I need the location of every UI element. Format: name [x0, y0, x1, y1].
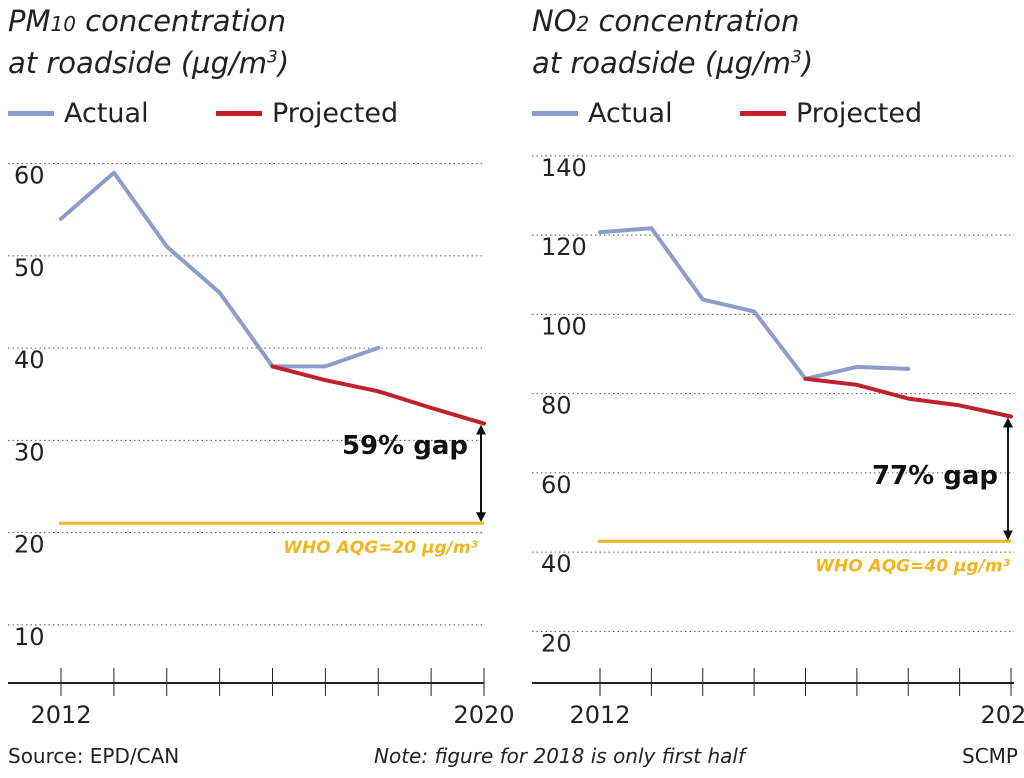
title-pm10-mid: concentration	[75, 4, 287, 38]
chart-title-pm10: PM10 concentration at roadside (µg/m3)	[8, 2, 289, 83]
legend-label-projected: Projected	[272, 97, 399, 129]
y-tick-label: 40	[541, 550, 572, 578]
legend-actual-pm10: Actual	[8, 95, 149, 131]
y-tick-label: 120	[541, 233, 587, 261]
title-no2-line2: at roadside (µg/m	[532, 46, 792, 80]
series-line-actual	[598, 226, 911, 381]
y-tick-label: 60	[541, 471, 572, 499]
legend-swatch-actual	[8, 110, 54, 116]
legend-swatch-actual	[532, 110, 578, 116]
footer-source: Source: EPD/CAN	[8, 744, 180, 768]
title-no2-sup: 3	[791, 47, 802, 68]
x-tick-label: 2012	[30, 701, 91, 729]
series-line-actual	[59, 170, 381, 369]
y-tick-label: 140	[541, 154, 587, 182]
footer-credit: SCMP	[962, 744, 1018, 768]
y-tick-label: 50	[14, 254, 45, 282]
title-pm10-pre: PM	[8, 4, 51, 38]
title-no2-post: )	[801, 46, 814, 80]
y-tick-label: 80	[541, 392, 572, 420]
who-guideline-label: WHO AQG=20 µg/m³	[283, 538, 478, 558]
legend-actual-no2: Actual	[532, 95, 673, 131]
chart-title-no2: NO2 concentration at roadside (µg/m3)	[532, 2, 813, 83]
title-pm10-sub: 10	[50, 12, 76, 36]
y-tick-label: 20	[541, 629, 572, 657]
y-tick-label: 30	[14, 438, 45, 466]
legend-label-projected: Projected	[796, 97, 923, 129]
legend-projected-pm10: Projected	[216, 95, 398, 131]
y-tick-label: 100	[541, 312, 587, 340]
gap-label: 77% gap	[872, 461, 998, 491]
legend-label-actual: Actual	[588, 97, 673, 129]
y-tick-label: 60	[14, 162, 45, 190]
title-pm10-sup: 3	[267, 47, 278, 68]
x-tick-label: 2012	[569, 701, 630, 729]
y-tick-label: 20	[14, 531, 45, 559]
x-tick-label: 2020	[453, 701, 514, 729]
who-guideline-label: WHO AQG=40 µg/m³	[815, 556, 1010, 576]
legend-swatch-projected	[216, 110, 262, 116]
chart-panel-pm10: 60 50 40 30 20 10 2012 2020 WHO AQG=20 µg/m³ 59% …	[8, 162, 515, 729]
chart-panel-no2: 140 120 100 80 60 40 20 2012 2020 WHO AQG=40 µg/m…	[532, 154, 1024, 729]
footer-note: Note: figure for 2018 is only first half	[374, 744, 746, 768]
title-no2-sub: 2	[576, 12, 590, 36]
y-tick-label: 10	[14, 623, 45, 651]
gap-label: 59% gap	[342, 431, 468, 461]
series-line-projected	[803, 376, 1013, 419]
title-no2-pre: NO	[532, 4, 577, 38]
legend-projected-no2: Projected	[740, 95, 922, 131]
legend-swatch-projected	[740, 110, 786, 116]
y-tick-label: 40	[14, 346, 45, 374]
title-no2-mid: concentration	[589, 4, 800, 38]
legend-label-actual: Actual	[64, 97, 149, 129]
series-line-projected	[270, 364, 486, 426]
x-tick-label: 2020	[980, 701, 1024, 729]
title-pm10-post: )	[277, 46, 290, 80]
title-pm10-line2: at roadside (µg/m	[8, 46, 268, 80]
